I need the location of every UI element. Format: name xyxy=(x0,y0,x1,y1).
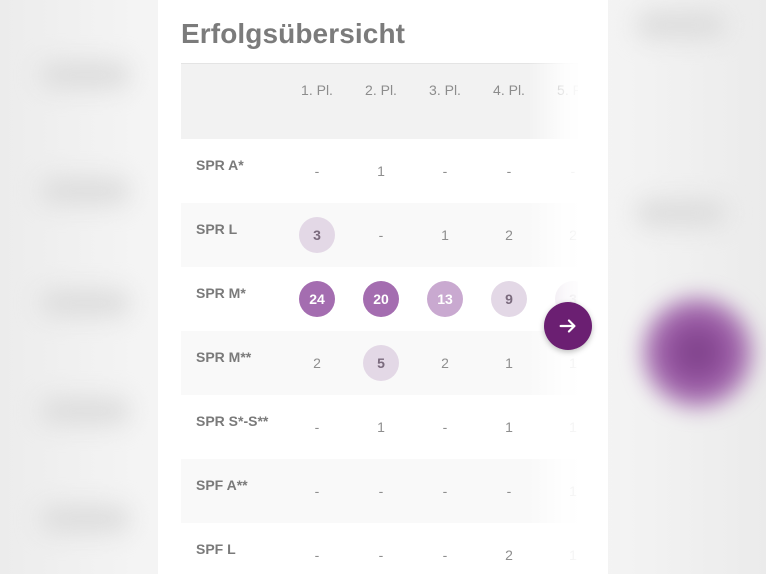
scroll-right-button[interactable] xyxy=(544,302,592,350)
count-badge: 24 xyxy=(299,281,335,317)
count-cell: 1 xyxy=(569,483,577,499)
arrow-right-icon xyxy=(559,319,576,333)
page-title: Erfolgsübersicht xyxy=(181,18,406,49)
count-cell: - xyxy=(314,547,320,563)
row-label: SPR M* xyxy=(196,285,246,301)
results-table[interactable]: 1. Pl. 2. Pl. 3. Pl. 4. Pl. 5. Pl. SPR A* - 1 -… xyxy=(181,63,578,574)
table-row: SPR A* - 1 - - - xyxy=(181,139,578,203)
count-cell: - xyxy=(378,483,384,499)
count-cell: 1 xyxy=(377,163,385,179)
count-cell: - xyxy=(378,227,384,243)
count-cell: - xyxy=(442,547,448,563)
blurred-item xyxy=(40,178,130,204)
count-cell: - xyxy=(378,547,384,563)
count-cell: 1 xyxy=(569,419,577,435)
count-cell: - xyxy=(442,483,448,499)
table-header-row: 1. Pl. 2. Pl. 3. Pl. 4. Pl. 5. Pl. xyxy=(181,63,578,139)
count-cell: - xyxy=(506,483,512,499)
row-label: SPR L xyxy=(196,221,238,237)
count-cell: - xyxy=(314,419,320,435)
blurred-item xyxy=(40,398,130,424)
count-cell: 1 xyxy=(569,547,577,563)
count-badge: 3 xyxy=(299,217,335,253)
count-badge: 5 xyxy=(363,345,399,381)
count-cell: - xyxy=(506,163,512,179)
count-cell: - xyxy=(314,483,320,499)
count-cell: 2 xyxy=(441,355,449,371)
table-row: SPF A** - - - - 1 xyxy=(181,459,578,523)
blurred-item xyxy=(40,290,130,316)
table-row: SPR L 3 - 1 2 2 xyxy=(181,203,578,267)
row-label: SPF L xyxy=(196,541,236,557)
count-badge: 20 xyxy=(363,281,399,317)
column-header-place-4: 4. Pl. xyxy=(493,82,525,98)
count-cell: 2 xyxy=(313,355,321,371)
row-label: SPR S*-S** xyxy=(196,413,269,429)
count-cell: 2 xyxy=(505,547,513,563)
count-cell: 2 xyxy=(505,227,513,243)
count-cell: 1 xyxy=(505,355,513,371)
table-row: SPF L - - - 2 1 xyxy=(181,523,578,574)
success-overview-card: Erfolgsübersicht 1. Pl. 2. Pl. 3. Pl. 4. Pl… xyxy=(158,0,608,574)
column-header-place-1: 1. Pl. xyxy=(301,82,333,98)
count-badge: 9 xyxy=(491,281,527,317)
row-label: SPR M** xyxy=(196,349,252,365)
table-row: SPR M** 2 5 2 1 1 xyxy=(181,331,578,395)
blurred-item xyxy=(40,62,130,88)
count-cell: - xyxy=(442,419,448,435)
count-cell: - xyxy=(314,163,320,179)
count-badge: 13 xyxy=(427,281,463,317)
table-row: SPR S*-S** - 1 - 1 1 xyxy=(181,395,578,459)
blurred-item xyxy=(636,12,726,38)
blurred-accent-blob xyxy=(640,295,755,410)
blurred-item xyxy=(636,200,726,226)
column-header-place-2: 2. Pl. xyxy=(365,82,397,98)
count-cell: 1 xyxy=(377,419,385,435)
column-header-place-5: 5. Pl. xyxy=(557,82,578,98)
count-cell: - xyxy=(442,163,448,179)
column-header-place-3: 3. Pl. xyxy=(429,82,461,98)
count-cell: 1 xyxy=(441,227,449,243)
count-cell: 1 xyxy=(569,355,577,371)
blurred-item xyxy=(40,506,130,532)
count-cell: 1 xyxy=(505,419,513,435)
table-row: SPR M* 24 20 13 9 3 xyxy=(181,267,578,331)
count-cell: - xyxy=(570,163,576,179)
count-cell: 2 xyxy=(569,227,577,243)
row-label: SPF A** xyxy=(196,477,248,493)
row-label: SPR A* xyxy=(196,157,244,173)
